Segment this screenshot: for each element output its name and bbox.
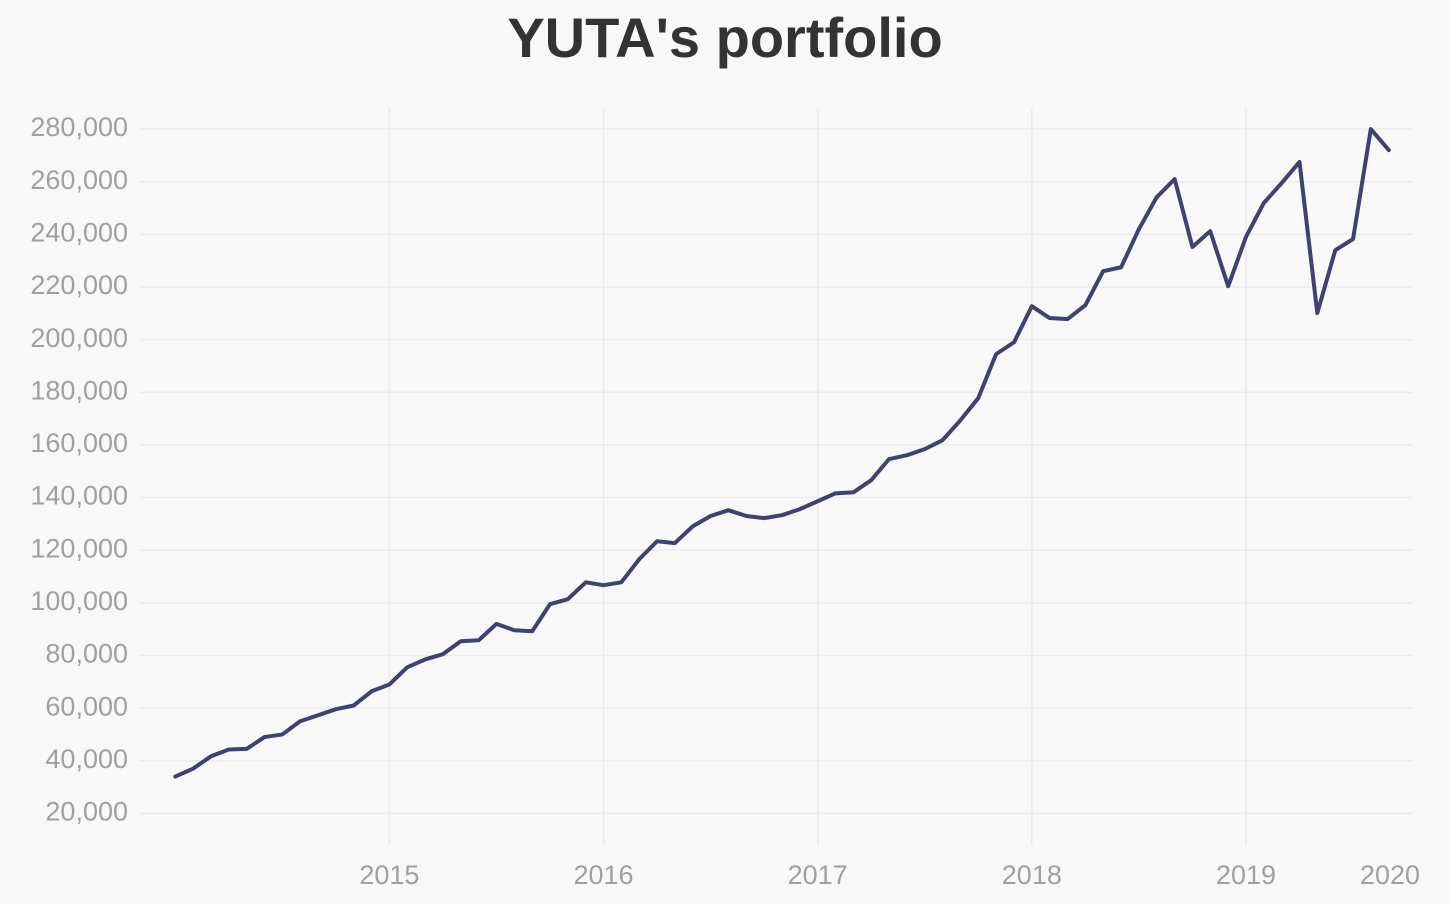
x-tick-label: 2020 xyxy=(1360,860,1420,890)
y-tick-label: 160,000 xyxy=(30,428,128,458)
chart-title: YUTA's portfolio xyxy=(507,6,942,69)
x-tick-label: 2018 xyxy=(1002,860,1062,890)
y-tick-label: 280,000 xyxy=(30,112,128,142)
y-tick-label: 180,000 xyxy=(30,375,128,405)
y-tick-label: 40,000 xyxy=(45,744,128,774)
y-tick-label: 200,000 xyxy=(30,323,128,353)
y-tick-label: 80,000 xyxy=(45,639,128,669)
y-tick-label: 60,000 xyxy=(45,691,128,721)
y-tick-label: 240,000 xyxy=(30,217,128,247)
x-tick-label: 2016 xyxy=(574,860,634,890)
x-tick-label: 2019 xyxy=(1216,860,1276,890)
y-tick-label: 220,000 xyxy=(30,270,128,300)
y-tick-label: 140,000 xyxy=(30,481,128,511)
y-tick-label: 100,000 xyxy=(30,586,128,616)
y-tick-label: 20,000 xyxy=(45,797,128,827)
y-tick-label: 260,000 xyxy=(30,165,128,195)
x-tick-label: 2015 xyxy=(359,860,419,890)
x-tick-label: 2017 xyxy=(788,860,848,890)
y-tick-label: 120,000 xyxy=(30,533,128,563)
series-line xyxy=(173,127,1391,779)
